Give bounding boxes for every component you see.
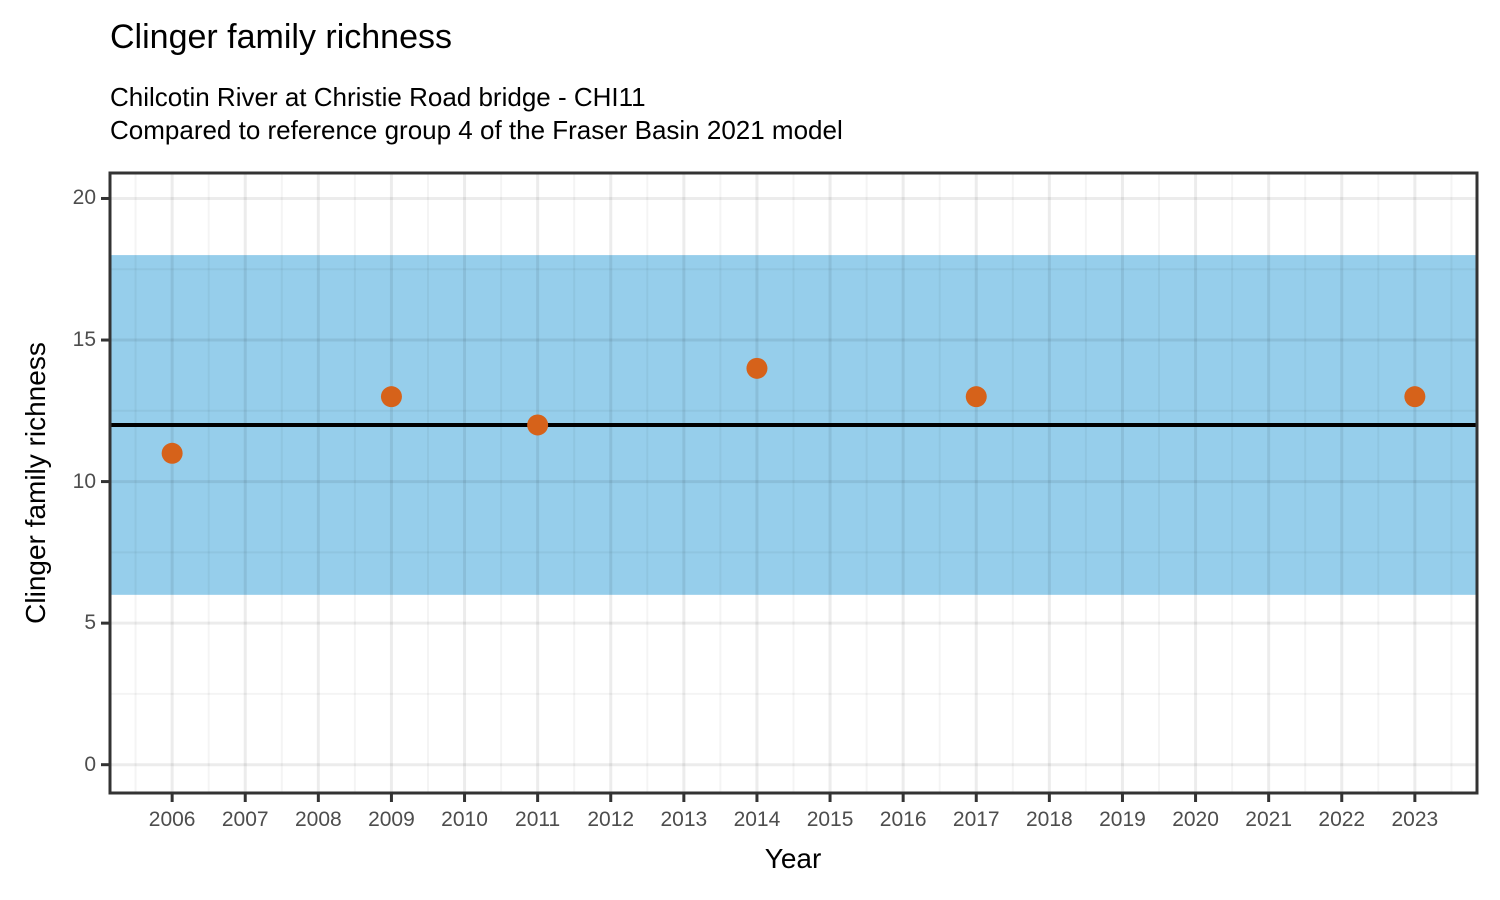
x-tick-label: 2022 (1318, 808, 1366, 831)
data-point (1404, 386, 1426, 408)
x-tick-label: 2023 (1391, 808, 1439, 831)
x-axis-title: Year (764, 843, 822, 874)
x-tick-label: 2020 (1172, 808, 1219, 831)
data-point (527, 414, 549, 436)
x-tick-label: 2017 (952, 808, 1000, 831)
plot-area (101, 171, 1479, 802)
x-tick-label: 2006 (148, 808, 196, 831)
x-tick-label: 2013 (660, 808, 708, 831)
x-tick-label: 2007 (221, 808, 269, 831)
y-tick-label: 20 (72, 186, 96, 210)
y-tick-label: 5 (84, 611, 96, 635)
x-tick-label: 2021 (1245, 808, 1293, 831)
x-tick-label: 2009 (368, 808, 415, 831)
chart-subtitle-line1: Chilcotin River at Christie Road bridge … (110, 82, 646, 112)
data-point (746, 357, 768, 379)
x-tick-label: 2010 (441, 808, 488, 831)
x-tick-label: 2011 (515, 808, 561, 831)
y-tick-label: 15 (72, 328, 96, 352)
y-tick-label: 10 (72, 469, 96, 493)
data-point (965, 386, 987, 408)
x-tick-label: 2018 (1025, 808, 1073, 831)
x-tick-label: 2014 (733, 808, 781, 831)
x-tick-label: 2016 (879, 808, 927, 831)
x-tick-label: 2008 (294, 808, 342, 831)
data-point (161, 442, 183, 464)
data-point (380, 386, 402, 408)
chart-title: Clinger family richness (110, 18, 452, 56)
chart-subtitle-line2: Compared to reference group 4 of the Fra… (110, 115, 843, 145)
x-tick-label: 2019 (1099, 808, 1146, 831)
x-tick-label: 2012 (587, 808, 635, 831)
x-tick-label: 2015 (806, 808, 854, 831)
y-axis-title: Clinger family richness (20, 342, 51, 624)
y-tick-label: 0 (84, 752, 96, 776)
